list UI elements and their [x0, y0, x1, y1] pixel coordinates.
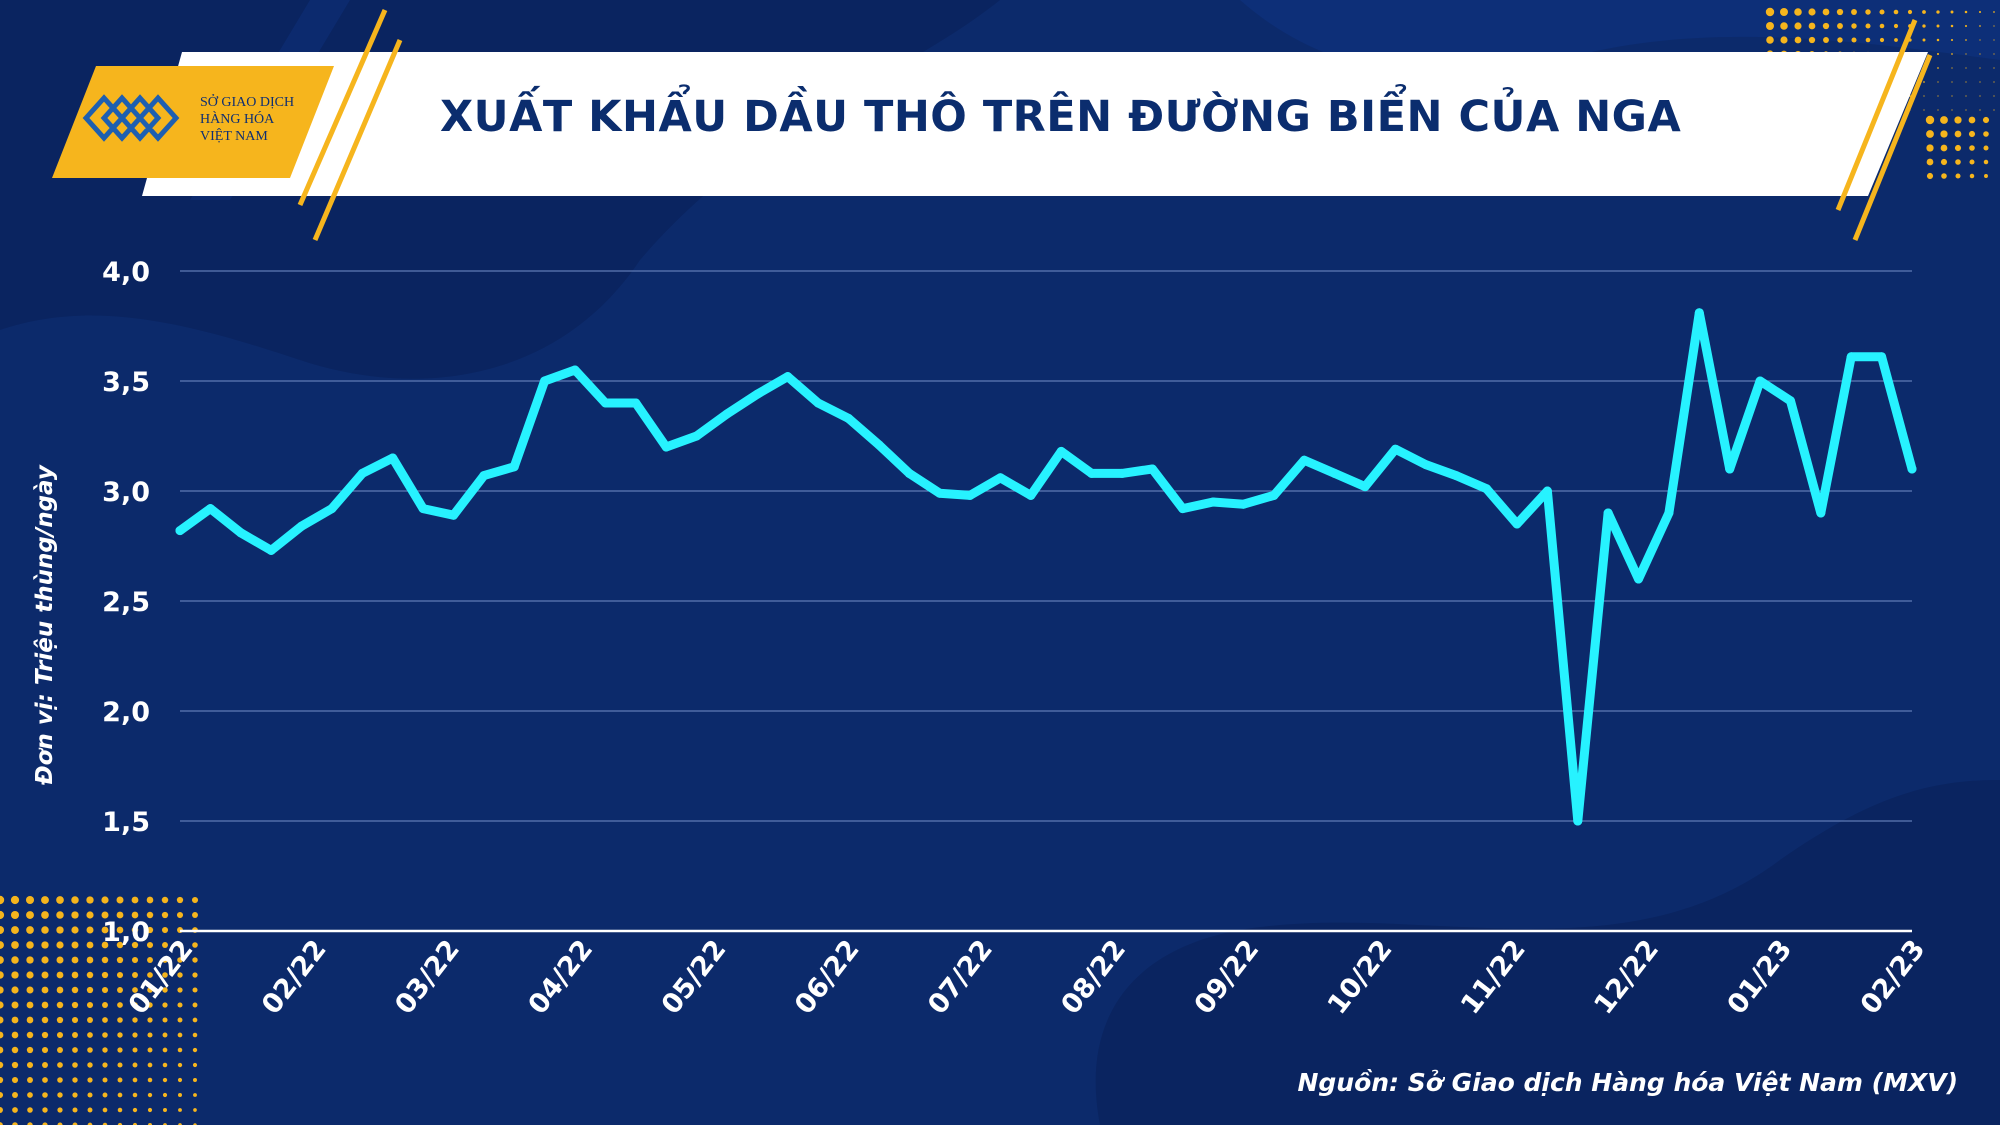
- data-point: [995, 473, 1005, 483]
- x-tick-label: 12/22: [1588, 934, 1665, 1020]
- data-point: [1117, 468, 1127, 478]
- data-point: [1087, 468, 1097, 478]
- x-tick-label: 02/22: [256, 934, 333, 1020]
- y-tick-label: 1,0: [102, 917, 150, 948]
- data-point: [1390, 444, 1400, 454]
- data-point: [813, 398, 823, 408]
- data-point: [327, 504, 337, 514]
- y-tick-label: 2,5: [102, 587, 150, 618]
- data-point: [1330, 468, 1340, 478]
- data-point: [631, 398, 641, 408]
- data-point: [661, 442, 671, 452]
- data-point: [388, 453, 398, 463]
- logo-badge: [52, 66, 334, 178]
- data-point: [843, 413, 853, 423]
- data-point: [1785, 396, 1795, 406]
- x-tick-label: 05/22: [656, 934, 733, 1020]
- data-point: [448, 510, 458, 520]
- x-tick-label: 07/22: [922, 934, 999, 1020]
- page-title: XUẤT KHẨU DẦU THÔ TRÊN ĐƯỜNG BIỂN CỦA NG…: [440, 92, 1682, 142]
- data-point: [1299, 455, 1309, 465]
- x-tick-label: 01/23: [1722, 934, 1799, 1020]
- background-wave-bottom: [1095, 780, 2000, 1125]
- x-tick-label: 09/22: [1189, 934, 1266, 1020]
- data-point: [479, 471, 489, 481]
- data-point: [1056, 446, 1066, 456]
- y-tick-label: 3,0: [102, 477, 150, 508]
- data-point: [1907, 464, 1917, 474]
- series-line: [175, 308, 1917, 826]
- data-point: [1755, 376, 1765, 386]
- data-point: [600, 398, 610, 408]
- data-point: [1603, 508, 1613, 518]
- data-point: [1694, 308, 1704, 318]
- data-point: [1451, 471, 1461, 481]
- data-point: [1664, 508, 1674, 518]
- logo-line-1: SỞ GIAO DỊCH: [200, 95, 295, 110]
- logo-line-3: VIỆT NAM: [200, 129, 268, 144]
- x-tick-label: 04/22: [522, 934, 599, 1020]
- data-point: [722, 409, 732, 419]
- data-point: [1360, 482, 1370, 492]
- data-point: [1573, 816, 1583, 826]
- data-point: [175, 526, 185, 536]
- data-point: [1634, 574, 1644, 584]
- data-point: [357, 468, 367, 478]
- x-tick-label: 03/22: [389, 934, 466, 1020]
- data-point: [1178, 504, 1188, 514]
- data-point: [783, 372, 793, 382]
- data-point: [1026, 490, 1036, 500]
- data-point: [1269, 490, 1279, 500]
- data-point: [1208, 497, 1218, 507]
- data-point: [1725, 464, 1735, 474]
- data-point: [1482, 484, 1492, 494]
- data-point: [1147, 464, 1157, 474]
- x-tick-label: 08/22: [1055, 934, 1132, 1020]
- data-point: [1512, 519, 1522, 529]
- data-point: [965, 490, 975, 500]
- x-tick-label: 06/22: [789, 934, 866, 1020]
- x-tick-label: 10/22: [1322, 934, 1399, 1020]
- data-point: [266, 545, 276, 555]
- x-tick-label: 11/22: [1455, 934, 1532, 1020]
- logo-icon: [82, 94, 180, 142]
- data-point: [570, 365, 580, 375]
- source-note: Nguồn: Sở Giao dịch Hàng hóa Việt Nam (M…: [1297, 1068, 1958, 1097]
- data-point: [752, 389, 762, 399]
- y-tick-label: 3,5: [102, 367, 150, 398]
- logo-text: SỞ GIAO DỊCH HÀNG HÓA VIỆT NAM: [200, 94, 320, 145]
- data-point: [1421, 460, 1431, 470]
- y-tick-label: 2,0: [102, 697, 150, 728]
- data-point: [205, 504, 215, 514]
- data-point: [1542, 486, 1552, 496]
- data-point: [1816, 508, 1826, 518]
- data-point: [236, 528, 246, 538]
- data-point: [1846, 352, 1856, 362]
- data-point: [509, 462, 519, 472]
- data-point: [935, 488, 945, 498]
- x-tick-label: 02/23: [1855, 934, 1932, 1020]
- data-point: [1239, 499, 1249, 509]
- data-point: [904, 468, 914, 478]
- data-point: [874, 440, 884, 450]
- title-banner: [142, 52, 1928, 196]
- data-point: [1877, 352, 1887, 362]
- y-tick-label: 4,0: [102, 257, 150, 288]
- y-axis-label: Đơn vị: Triệu thùng/ngày: [32, 464, 58, 786]
- data-point: [540, 376, 550, 386]
- data-point: [418, 504, 428, 514]
- data-point: [297, 521, 307, 531]
- y-tick-label: 1,5: [102, 807, 150, 838]
- data-point: [692, 431, 702, 441]
- logo-line-2: HÀNG HÓA: [200, 112, 275, 127]
